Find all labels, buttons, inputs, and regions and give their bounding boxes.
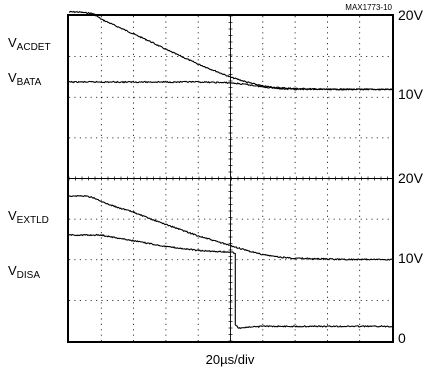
scope-grid <box>68 15 392 342</box>
tick-label-bottom-10v: 10V <box>398 250 424 266</box>
scope-traces <box>68 10 393 330</box>
series-label-vdisa: VDISA <box>8 263 40 281</box>
series-label-vextld: VEXTLD <box>8 208 49 226</box>
scope-frame <box>67 14 394 343</box>
tick-label-top-20v: 20V <box>398 7 424 23</box>
tick-label-bottom-20v: 20V <box>398 170 424 186</box>
tick-label-bottom-0: 0 <box>398 330 406 346</box>
trace-bata <box>68 80 393 91</box>
x-axis-label: 20µs/div <box>206 352 255 367</box>
tick-label-top-10v: 10V <box>398 86 424 102</box>
series-label-vbata: VBATA <box>8 70 42 88</box>
figure-tag: MAX1773-10 <box>345 3 392 12</box>
trace-disa <box>68 233 393 330</box>
series-label-vacdet: VACDET <box>8 35 51 53</box>
trace-extld <box>68 194 393 261</box>
